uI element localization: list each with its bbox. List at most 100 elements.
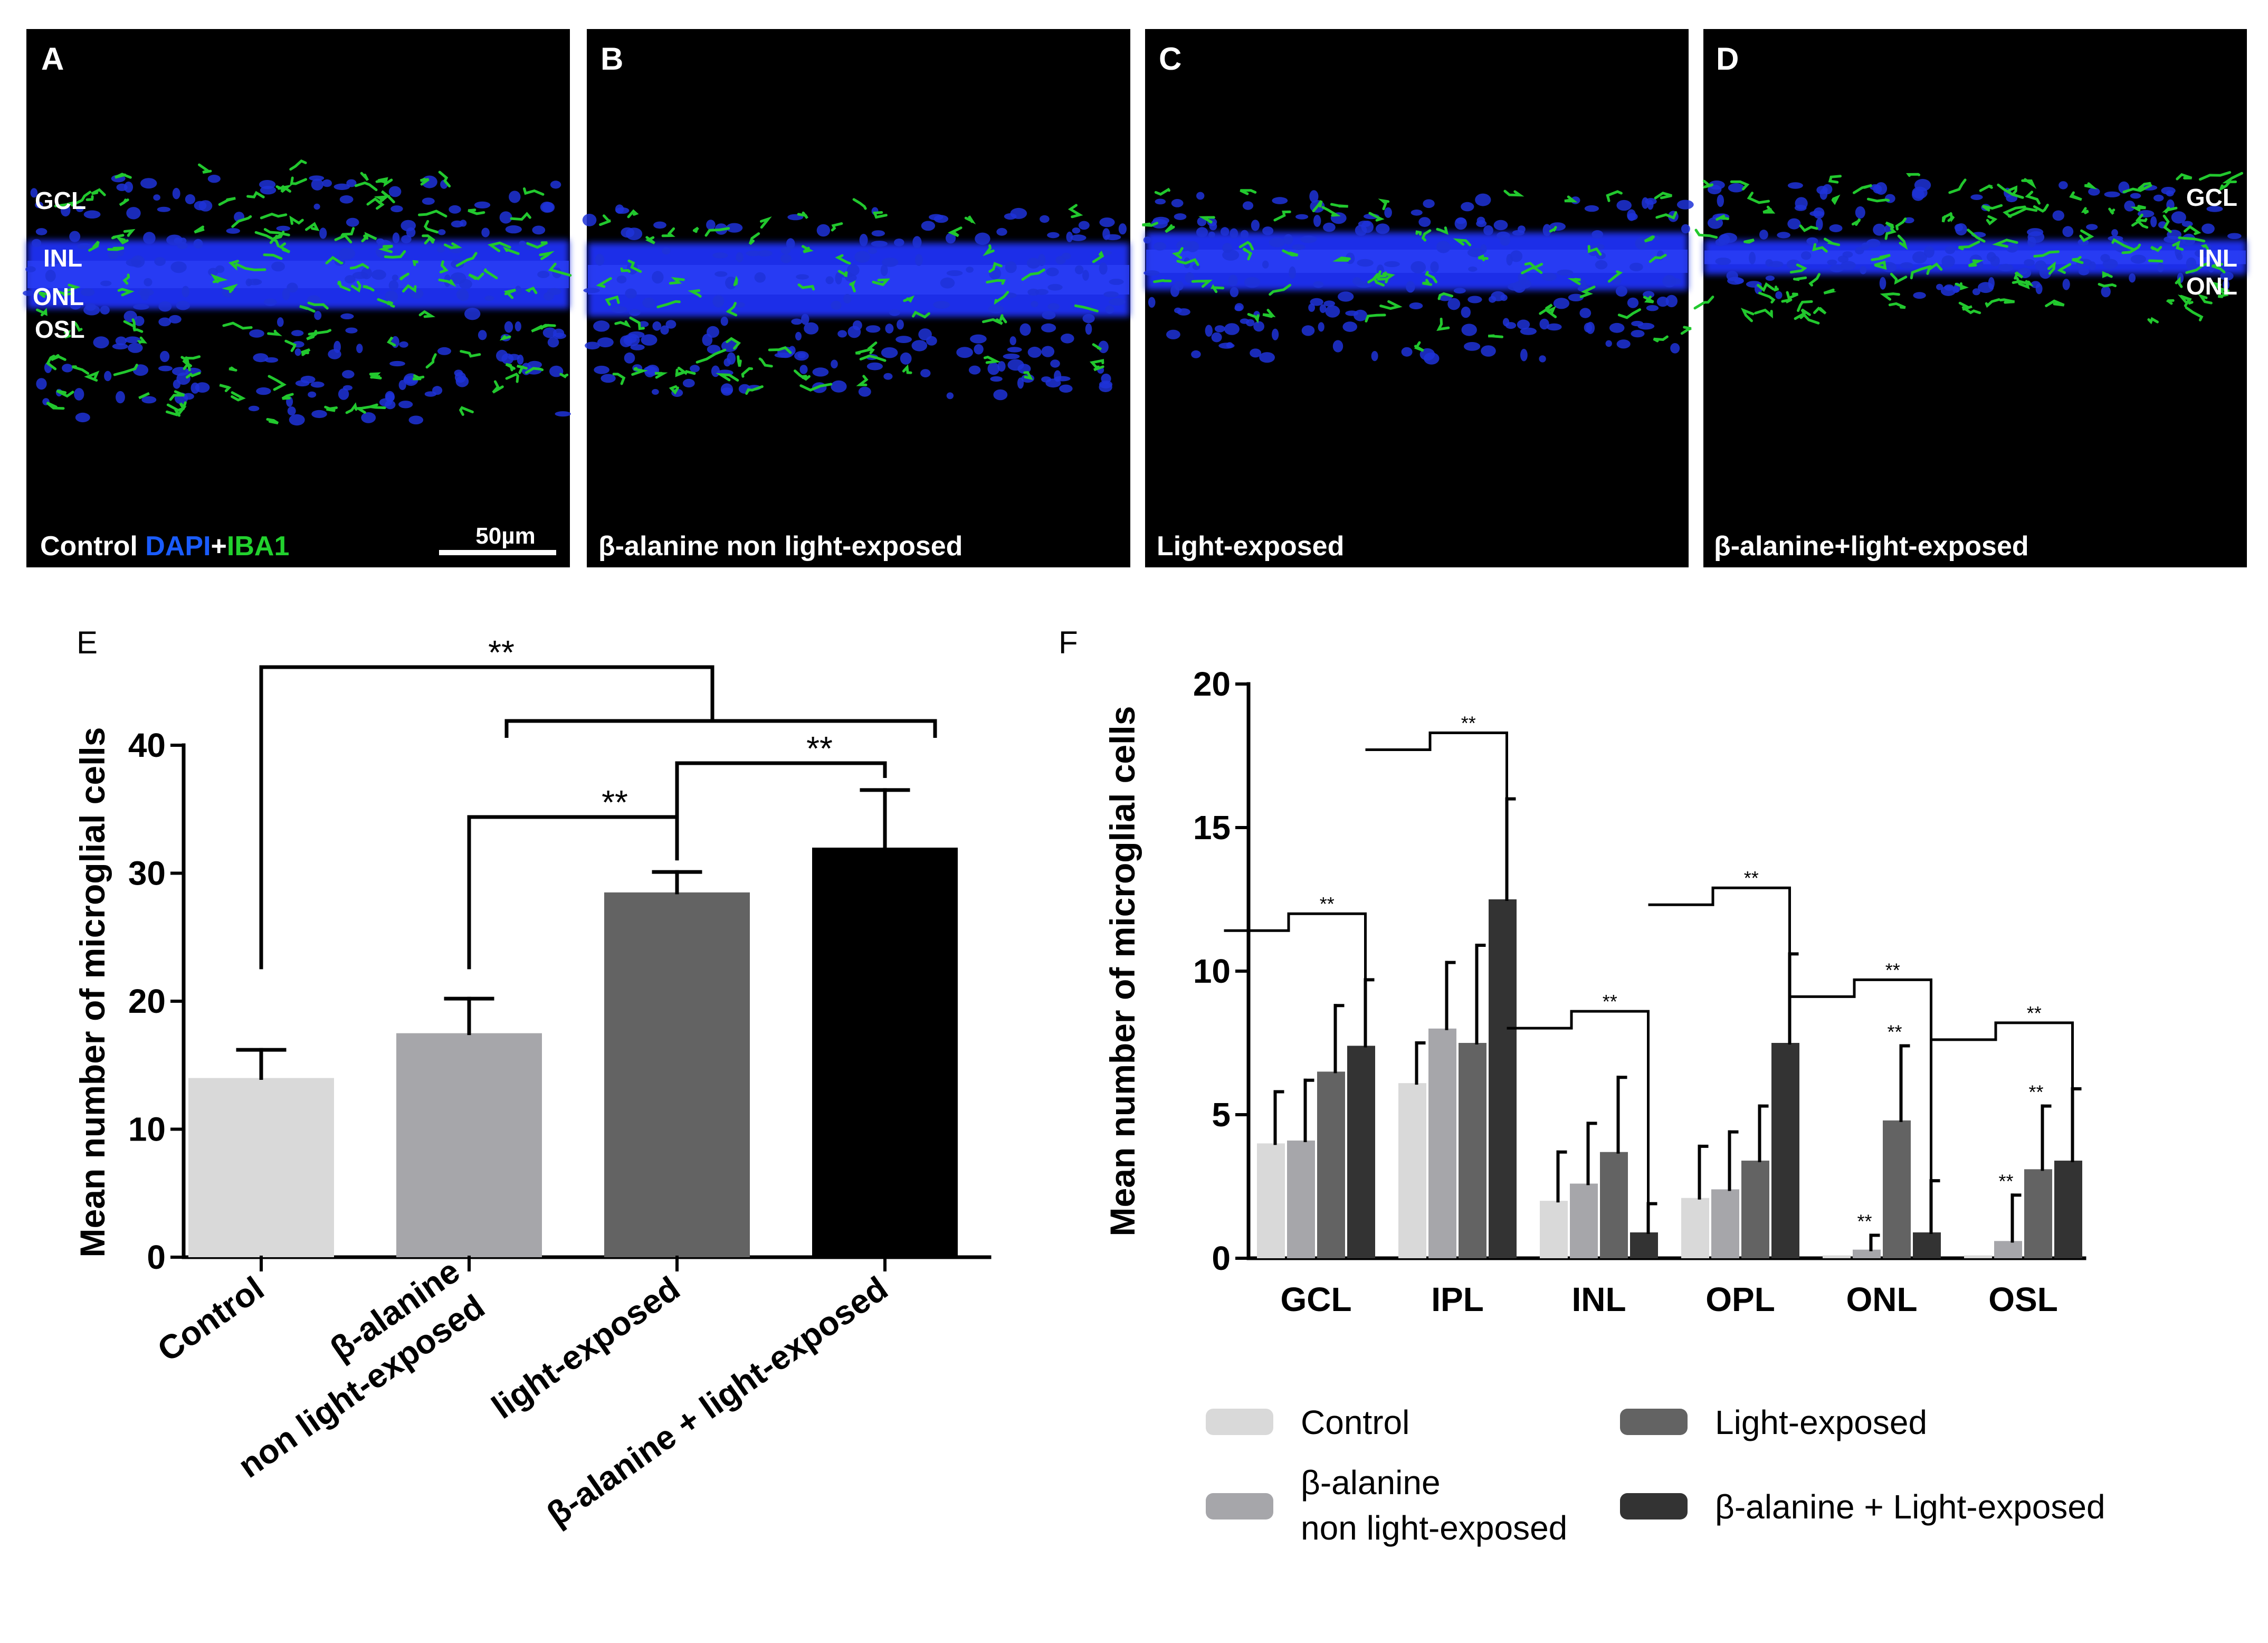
iba1-microglia (1866, 197, 1890, 203)
dapi-nucleus (1176, 240, 1193, 252)
iba1-microglia (74, 321, 83, 332)
dapi-nucleus (460, 220, 467, 227)
dapi-nucleus (1707, 217, 1723, 229)
dapi-nucleus (1309, 190, 1319, 203)
iba1-microglia (377, 298, 393, 305)
dapi-nucleus (124, 182, 134, 193)
dapi-nucleus (974, 344, 984, 355)
dapi-nucleus (361, 412, 376, 423)
f-point-significance: ** (2028, 1081, 2043, 1103)
dapi-nucleus (345, 275, 356, 284)
dapi-nucleus (388, 280, 399, 291)
f-bracket (1287, 912, 1367, 982)
iba1-microglia (1425, 271, 1437, 283)
dapi-nucleus (1384, 261, 1400, 268)
e-bracket-control (259, 665, 714, 970)
iba1-microglia (675, 368, 684, 377)
dapi-nucleus (45, 269, 56, 282)
iba1-microglia (364, 232, 377, 241)
iba1-microglia (1831, 194, 1841, 205)
dapi-nucleus (786, 238, 795, 250)
f-significance-label: ** (1885, 959, 1900, 981)
dapi-nucleus (1082, 314, 1095, 324)
iba1-microglia (2137, 182, 2151, 191)
dapi-nucleus (263, 298, 277, 306)
f-bar (1964, 1255, 1992, 1258)
dapi-nucleus (547, 337, 559, 348)
iba1-microglia (1176, 258, 1199, 266)
dapi-nucleus (1218, 343, 1235, 349)
dapi-nucleus (140, 289, 149, 301)
iba1-microglia (1981, 204, 2003, 212)
dapi-nucleus (594, 365, 609, 374)
dapi-nucleus (1046, 267, 1059, 277)
dapi-nucleus (390, 205, 403, 213)
dapi-nucleus (1642, 197, 1649, 209)
f-bracket (1853, 978, 1932, 1183)
dapi-nucleus (1456, 217, 1466, 224)
dapi-nucleus (796, 274, 809, 280)
dapi-nucleus (1031, 301, 1038, 308)
iba1-microglia (1884, 227, 1897, 240)
dapi-nucleus (1174, 281, 1184, 291)
iba1-microglia (107, 246, 125, 251)
dapi-nucleus (615, 207, 630, 214)
dapi-nucleus (537, 271, 550, 278)
dapi-nucleus (1240, 318, 1250, 324)
dapi-nucleus (859, 234, 868, 246)
dapi-nucleus (2052, 210, 2064, 221)
dapi-nucleus (540, 202, 554, 213)
iba1-microglia (1871, 253, 1891, 261)
dapi-nucleus (1759, 230, 1768, 240)
dapi-nucleus (1151, 219, 1168, 229)
iba1-microglia (64, 283, 81, 292)
dapi-nucleus (690, 365, 700, 373)
dapi-band-core (27, 261, 569, 288)
caption-a-iba1: IBA1 (227, 531, 289, 562)
iba1-microglia (324, 405, 338, 412)
dapi-nucleus (1517, 319, 1530, 330)
iba1-microglia (1422, 279, 1433, 286)
dapi-nucleus (780, 254, 792, 263)
iba1-microglia (2131, 217, 2148, 227)
iba1-microglia (872, 278, 891, 287)
iba1-microglia (1242, 247, 1253, 261)
iba1-microglia (799, 383, 833, 392)
dapi-nucleus (339, 248, 356, 260)
iba1-microglia (1823, 288, 1837, 295)
dapi-nucleus (799, 365, 808, 374)
dapi-nucleus (616, 276, 627, 284)
dapi-nucleus (177, 242, 188, 249)
dapi-nucleus (2223, 279, 2229, 291)
iba1-microglia (1089, 359, 1104, 368)
dapi-nucleus (346, 179, 357, 187)
iba1-microglia (849, 280, 856, 292)
iba1-microglia (1740, 308, 1755, 322)
iba1-microglia (211, 273, 228, 283)
iba1-microglia (695, 348, 727, 364)
dapi-nucleus (1775, 291, 1783, 299)
f-legend-label: β-alanine non light-exposed (1301, 1464, 1567, 1547)
caption-a-condition: Control (40, 531, 145, 562)
iba1-microglia (548, 262, 572, 277)
dapi-nucleus (918, 328, 932, 341)
dapi-nucleus (754, 272, 766, 283)
iba1-microglia (692, 226, 699, 233)
dapi-nucleus (514, 321, 521, 331)
dapi-nucleus (1646, 305, 1659, 311)
e-category-labels: Control β-alaninenon light-exposedlight-e… (150, 1252, 894, 1533)
dapi-nucleus (597, 337, 614, 348)
dapi-nucleus (638, 321, 649, 327)
dapi-nucleus (1631, 330, 1645, 338)
dapi-nucleus (542, 327, 557, 338)
dapi-nucleus (131, 255, 145, 268)
dapi-nucleus (2078, 268, 2089, 276)
dapi-nucleus (2101, 286, 2111, 298)
iba1-microglia (46, 401, 65, 410)
dapi-nucleus (1196, 227, 1208, 238)
dapi-nucleus (946, 392, 954, 400)
dapi-nucleus (1837, 255, 1849, 263)
iba1-microglia (1068, 204, 1083, 219)
dapi-nucleus (1483, 225, 1493, 235)
f-bar (2054, 1161, 2082, 1258)
